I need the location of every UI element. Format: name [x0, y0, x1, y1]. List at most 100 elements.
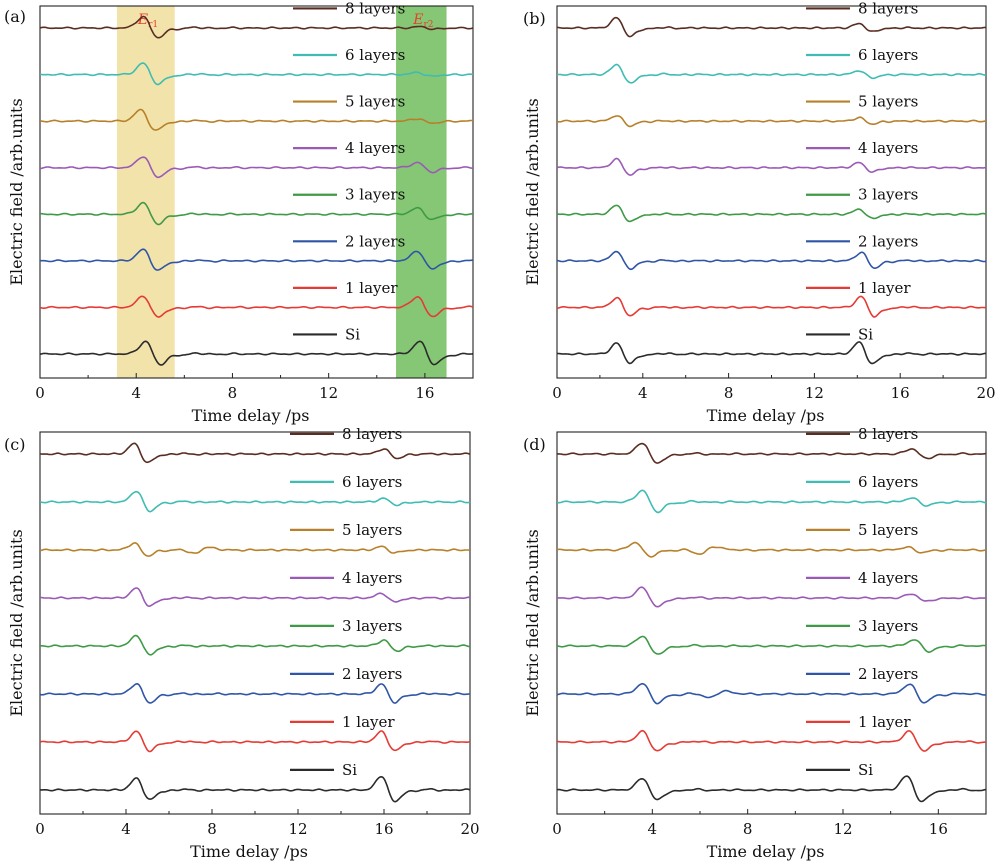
- highlight-band-r1: [116, 6, 175, 378]
- legend-label: 4 layers: [858, 139, 918, 157]
- legend-label: 6 layers: [345, 46, 405, 64]
- series-line-1-layer: [556, 295, 986, 318]
- series-line-8-layers: [39, 15, 474, 39]
- y-axis-label: Electric field /arb.units: [7, 529, 26, 716]
- legend-label: 1 layer: [858, 713, 911, 731]
- plot-frame: [556, 5, 987, 379]
- legend-label: Si: [345, 325, 360, 343]
- x-tick-label: 20: [976, 384, 995, 402]
- plot-frame: [556, 431, 987, 815]
- x-tick-label: 16: [374, 820, 393, 838]
- series-line-4-layers: [557, 586, 987, 608]
- x-tick-label: 12: [319, 384, 338, 402]
- legend-label: 8 layers: [342, 425, 402, 443]
- series-line-3-layers: [556, 204, 987, 223]
- series-line-1-layer: [39, 730, 471, 753]
- legend-label: 3 layers: [342, 617, 402, 635]
- y-axis-label: Electric field /arb.units: [523, 529, 542, 716]
- series-line-si: [39, 775, 471, 803]
- x-tick-label: 16: [891, 384, 910, 402]
- legend-label: 4 layers: [342, 569, 402, 587]
- x-axis-label: Time delay /ps: [707, 406, 825, 425]
- x-tick-label: 4: [648, 820, 658, 838]
- legend-label: 5 layers: [342, 521, 402, 539]
- x-axis-label: Time delay /ps: [190, 842, 308, 861]
- series-line-4-layers: [39, 587, 471, 608]
- x-tick-label: 4: [638, 384, 648, 402]
- series-line-6-layers: [39, 62, 473, 86]
- x-tick-label: 12: [833, 820, 852, 838]
- legend-label: 6 layers: [342, 473, 402, 491]
- series-line-8-layers: [557, 442, 987, 464]
- chart-panel-c: 8 layers 6 layers 5 layers 4 layers 3 layers…: [4, 425, 480, 861]
- x-tick-label: 20: [460, 820, 479, 838]
- legend-label: 2 layers: [858, 665, 918, 683]
- series-line-6-layers: [39, 490, 471, 513]
- x-tick-label: 12: [288, 820, 307, 838]
- series-line-8-layers: [39, 442, 471, 464]
- series-line-5-layers: [556, 541, 987, 558]
- series-line-si: [556, 775, 987, 803]
- legend-label: 4 layers: [858, 569, 918, 587]
- plot-frame: [39, 5, 474, 379]
- series-line-4-layers: [556, 157, 987, 176]
- legend-label: 5 layers: [345, 93, 405, 111]
- y-axis-label: Electric field /arb.units: [7, 98, 26, 285]
- legend-label: 1 layer: [342, 713, 395, 731]
- plot-frame: [39, 431, 471, 815]
- series-line-5-layers: [39, 108, 474, 131]
- legend-label: 6 layers: [858, 46, 918, 64]
- series-line-1-layer: [39, 295, 474, 318]
- x-tick-label: 8: [228, 384, 238, 402]
- legend-label: 3 layers: [858, 186, 918, 204]
- x-tick-label: 8: [743, 820, 753, 838]
- series-line-6-layers: [556, 489, 987, 514]
- legend-label: 6 layers: [858, 473, 918, 491]
- series-line-5-layers: [556, 115, 986, 128]
- legend-label: 2 layers: [858, 232, 918, 250]
- legend-label: 3 layers: [345, 186, 405, 204]
- x-axis-label: Time delay /ps: [707, 842, 825, 861]
- x-tick-label: 8: [724, 384, 734, 402]
- series-line-2-layers: [556, 250, 987, 271]
- series-line-4-layers: [39, 156, 474, 179]
- annotation-r2: Er2: [412, 12, 433, 30]
- legend-label: 1 layer: [858, 279, 911, 297]
- x-tick-label: 4: [131, 384, 141, 402]
- highlight-band-r2: [396, 6, 447, 378]
- series-line-3-layers: [556, 635, 987, 655]
- x-tick-label: 12: [805, 384, 824, 402]
- chart-panel-d: 8 layers 6 layers 5 layers 4 layers 3 layers…: [523, 425, 987, 861]
- legend-label: 8 layers: [345, 0, 405, 17]
- series-line-3-layers: [40, 201, 473, 226]
- x-tick-label: 0: [552, 384, 562, 402]
- series-line-1-layer: [556, 729, 986, 752]
- x-tick-label: 16: [415, 384, 434, 402]
- x-tick-label: 0: [35, 820, 45, 838]
- series-line-6-layers: [556, 63, 987, 84]
- legend-label: 8 layers: [858, 0, 918, 17]
- legend-label: 2 layers: [345, 232, 405, 250]
- legend-label: 2 layers: [342, 665, 402, 683]
- x-tick-label: 0: [35, 384, 45, 402]
- x-tick-label: 16: [929, 820, 948, 838]
- panel-label: (c): [4, 435, 25, 454]
- series-line-3-layers: [40, 634, 471, 656]
- series-line-2-layers: [39, 248, 474, 271]
- panel-label: (b): [523, 9, 546, 28]
- panel-label: (a): [4, 7, 26, 26]
- x-tick-label: 0: [552, 820, 562, 838]
- series-line-si: [557, 341, 987, 365]
- legend-label: Si: [342, 761, 357, 779]
- x-axis-label: Time delay /ps: [192, 406, 310, 425]
- legend-label: Si: [858, 325, 873, 343]
- series-line-si: [39, 340, 474, 366]
- legend-label: 4 layers: [345, 139, 405, 157]
- legend-label: 1 layer: [345, 279, 398, 297]
- annotation-r1: Er1: [137, 12, 158, 30]
- x-tick-label: 8: [207, 820, 217, 838]
- legend-label: 5 layers: [858, 521, 918, 539]
- y-axis-label: Electric field /arb.units: [523, 98, 542, 285]
- chart-panel-a: Er1 Er2 8 layers 6 layers 5 layers 4 layers 3 …: [4, 0, 474, 425]
